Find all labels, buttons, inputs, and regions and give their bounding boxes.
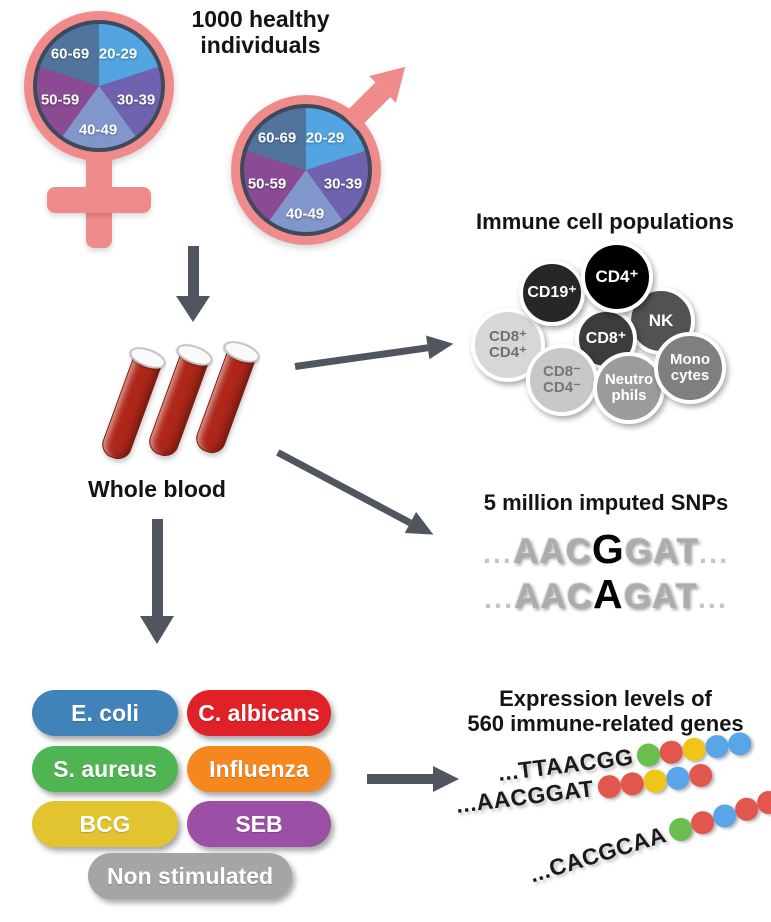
age-group-label: 20-29 (98, 45, 138, 63)
arrow-head (140, 616, 174, 644)
red-expression-dot (596, 773, 622, 800)
blue-expression-dot (727, 730, 753, 757)
expression-title: Expression levels of 560 immune-related … (440, 686, 771, 736)
cell-circle-neutrophils: Neutro phils (593, 352, 665, 424)
stimulus-pill-bcg: BCG (32, 801, 178, 847)
sequence-text: GAT (623, 577, 698, 617)
age-group-label: 60-69 (257, 129, 297, 147)
age-group-label: 60-69 (50, 45, 90, 63)
ellipsis: ... (697, 583, 729, 616)
snp-sequence-row: ...AACGGAT... (430, 526, 771, 572)
whole-blood-label: Whole blood (88, 476, 226, 502)
cell-circle-cd4pos: CD4⁺ (581, 241, 653, 313)
red-expression-dot (658, 739, 685, 766)
yellow-expression-dot (641, 768, 668, 794)
red-expression-dot (687, 762, 714, 789)
yellow-expression-dot (681, 736, 708, 763)
arrow-shaft (367, 774, 433, 784)
arrow-shaft (187, 246, 199, 296)
stimulus-pill-nonstimulated: Non stimulated (88, 853, 292, 899)
stimulus-pill-ecoli: E. coli (32, 690, 178, 736)
cell-circle-cd8neg-cd4neg: CD8⁻ CD4⁻ (526, 344, 598, 416)
cell-circle-cd19pos: CD19⁺ (519, 260, 585, 326)
blue-expression-dot (704, 733, 730, 760)
cohort-heading-line2: individuals (200, 31, 321, 58)
sequence-text: AAC (514, 577, 593, 617)
snp-allele: A (592, 571, 624, 618)
age-group-label: 30-39 (116, 91, 156, 109)
arrow-head (426, 331, 456, 360)
green-expression-dot (635, 742, 662, 768)
age-group-label: 30-39 (323, 175, 363, 193)
arrow-head (176, 296, 210, 322)
male-age-pie-chart: 20-29 30-39 40-49 50-59 60-69 (240, 104, 372, 236)
arrow-to-expression-icon (367, 766, 459, 792)
snp-sequences: ...AACGGAT... ...AACAGAT... (430, 526, 771, 617)
age-group-label: 40-49 (78, 121, 118, 139)
arrow-shaft (276, 448, 413, 526)
age-group-label: 50-59 (40, 91, 80, 109)
arrow-shaft (294, 343, 429, 370)
snp-sequence-row: ...AACAGAT... (430, 572, 771, 617)
ellipsis: ... (482, 538, 513, 570)
snp-allele: G (591, 526, 625, 572)
arrow-to-snps-icon (272, 441, 440, 546)
stimulus-pill-seb: SEB (187, 801, 331, 847)
snps-title: 5 million imputed SNPs (483, 490, 729, 515)
cell-circle-monocytes: Mono cytes (654, 332, 726, 404)
sequence-text: AAC (512, 532, 592, 571)
age-group-label: 50-59 (247, 175, 287, 193)
stimulus-pill-influenza: Influenza (187, 746, 331, 792)
expression-title-line1: Expression levels of (499, 686, 712, 711)
blue-expression-dot (664, 765, 691, 792)
age-group-label: 20-29 (305, 129, 345, 147)
arrow-down-to-blood-icon (176, 246, 210, 322)
stimulus-pill-saureus: S. aureus (32, 746, 178, 792)
age-group-label: 40-49 (285, 205, 325, 223)
female-symbol-crossbar (47, 187, 151, 213)
arrow-head (433, 766, 459, 792)
stimulus-pill-calbicans: C. albicans (187, 690, 331, 736)
gene-sequence-text: ...CACGCAA (526, 821, 670, 888)
sequence-text: GAT (624, 532, 700, 571)
female-age-pie-chart: 20-29 30-39 40-49 50-59 60-69 (33, 20, 165, 152)
female-symbol-icon: 20-29 30-39 40-49 50-59 60-69 (24, 11, 174, 161)
expression-title-line2: 560 immune-related genes (467, 710, 744, 736)
arrow-shaft (151, 519, 163, 616)
ellipsis: ... (699, 538, 730, 570)
immune-cells-title: Immune cell populations (476, 209, 734, 234)
arrow-down-to-stimuli-icon (140, 519, 174, 644)
cohort-heading: 1000 healthy individuals (163, 6, 358, 59)
cohort-heading-line1: 1000 healthy (191, 6, 330, 32)
arrow-to-immune-cells-icon (293, 331, 456, 378)
ellipsis: ... (483, 583, 515, 616)
red-expression-dot (619, 771, 645, 797)
expression-dots (662, 788, 771, 845)
